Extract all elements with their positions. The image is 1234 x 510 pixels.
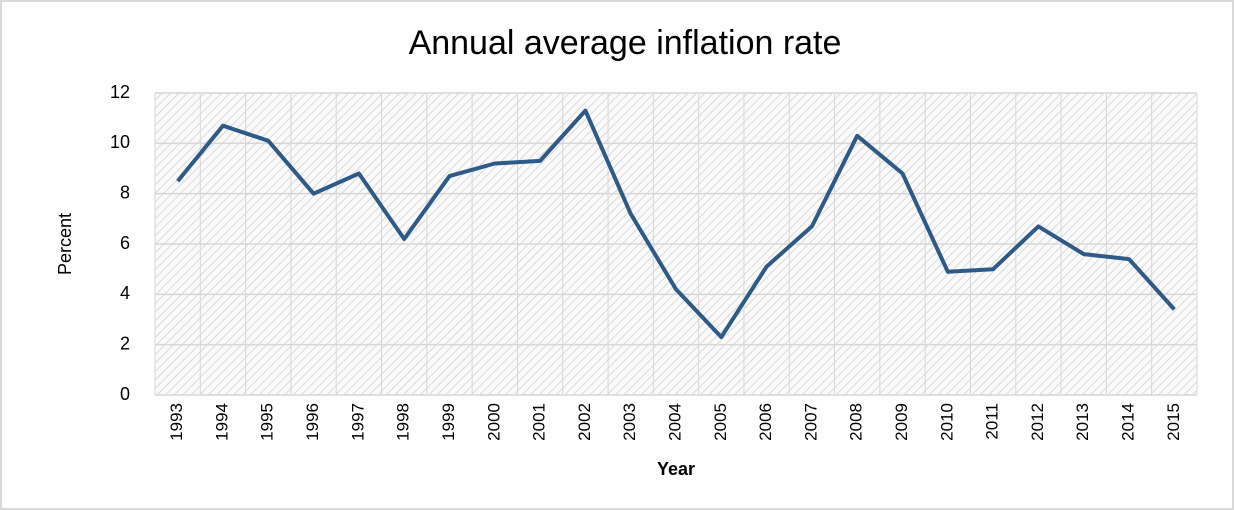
x-tick-label: 2002 <box>575 403 594 441</box>
y-tick-label: 10 <box>110 132 130 152</box>
y-tick-label: 4 <box>120 283 130 303</box>
x-tick-label: 1997 <box>348 403 367 441</box>
x-tick-label: 2015 <box>1164 403 1183 441</box>
y-tick-label: 8 <box>120 182 130 202</box>
x-tick-label: 1996 <box>303 403 322 441</box>
x-tick-label: 1993 <box>167 403 186 441</box>
x-tick-label: 1998 <box>394 403 413 441</box>
x-tick-label: 2007 <box>801 403 820 441</box>
x-axis-label: Year <box>657 459 695 479</box>
data-line <box>176 108 1176 340</box>
y-tick-label: 12 <box>110 82 130 102</box>
x-tick-label: 2005 <box>711 403 730 441</box>
x-tick-label: 2009 <box>892 403 911 441</box>
x-tick-label: 2006 <box>756 403 775 441</box>
x-tick-label: 1995 <box>258 403 277 441</box>
x-tick-label: 2000 <box>484 403 503 441</box>
y-tick-label: 2 <box>120 333 130 353</box>
x-tick-label: 2001 <box>530 403 549 441</box>
y-tick-label: 0 <box>120 384 130 404</box>
x-tick-label: 2008 <box>847 403 866 441</box>
y-axis-label: Percent <box>55 213 75 275</box>
x-tick-label: 2004 <box>665 403 684 441</box>
chart-title: Annual average inflation rate <box>409 24 842 62</box>
x-tick-label: 1994 <box>212 403 231 441</box>
x-tick-label: 2010 <box>937 403 956 441</box>
x-tick-label: 2012 <box>1028 403 1047 441</box>
x-tick-label: 1999 <box>439 403 458 441</box>
x-tick-label: 2013 <box>1073 403 1092 441</box>
x-tick-label: 2011 <box>983 403 1002 440</box>
x-tick-label: 2014 <box>1119 403 1138 441</box>
x-tick-label: 2003 <box>620 403 639 441</box>
y-tick-label: 6 <box>120 233 130 253</box>
